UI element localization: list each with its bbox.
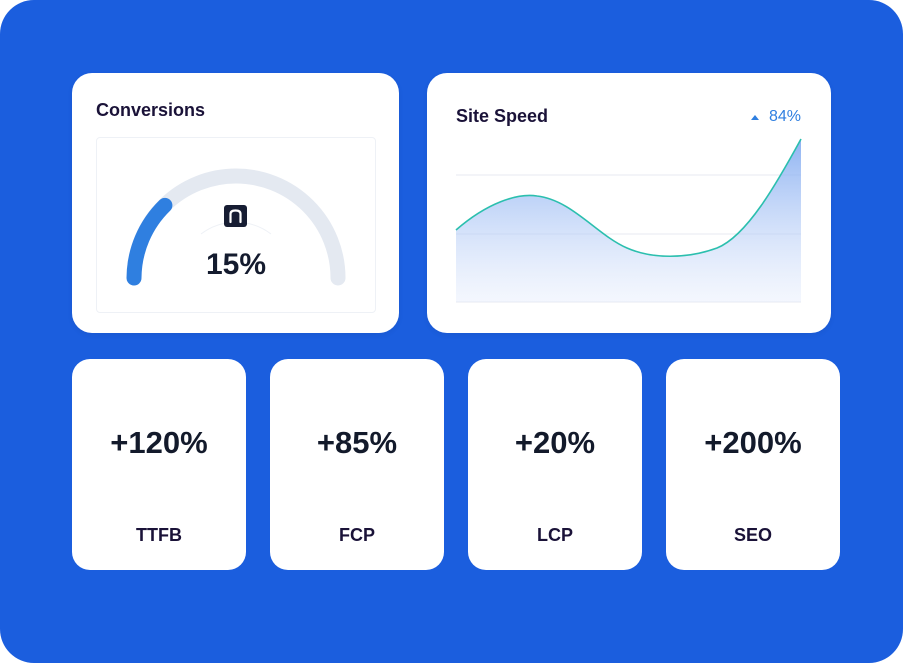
conversions-gauge: 15% bbox=[96, 137, 376, 313]
triangle-up-icon bbox=[750, 114, 759, 120]
metric-label: FCP bbox=[339, 525, 375, 545]
site-speed-card: Site Speed 84% bbox=[427, 73, 831, 333]
conversions-title: Conversions bbox=[96, 100, 206, 120]
site-speed-title: Site Speed bbox=[456, 106, 549, 126]
conversions-value: 15% bbox=[205, 248, 267, 281]
metric-value: +85% bbox=[316, 425, 398, 460]
metric-label: LCP bbox=[537, 525, 573, 545]
n-logo-icon bbox=[224, 205, 247, 227]
metric-card-seo: +200% SEO bbox=[666, 359, 840, 570]
site-speed-trend-value: 84% bbox=[768, 108, 801, 125]
metric-value: +20% bbox=[514, 425, 596, 460]
speed-line bbox=[455, 138, 802, 258]
metric-card-lcp: +20% LCP bbox=[468, 359, 642, 570]
gauge-fill bbox=[126, 197, 173, 286]
site-speed-trend: 84% bbox=[750, 108, 801, 126]
conversions-card: Conversions 15% bbox=[72, 73, 399, 333]
metric-value: +120% bbox=[110, 425, 208, 460]
metric-label: TTFB bbox=[136, 525, 182, 545]
metric-card-fcp: +85% FCP bbox=[270, 359, 444, 570]
metric-card-ttfb: +120% TTFB bbox=[72, 359, 246, 570]
metric-value: +200% bbox=[704, 425, 802, 460]
metric-label: SEO bbox=[733, 525, 772, 545]
speed-area bbox=[456, 139, 801, 302]
